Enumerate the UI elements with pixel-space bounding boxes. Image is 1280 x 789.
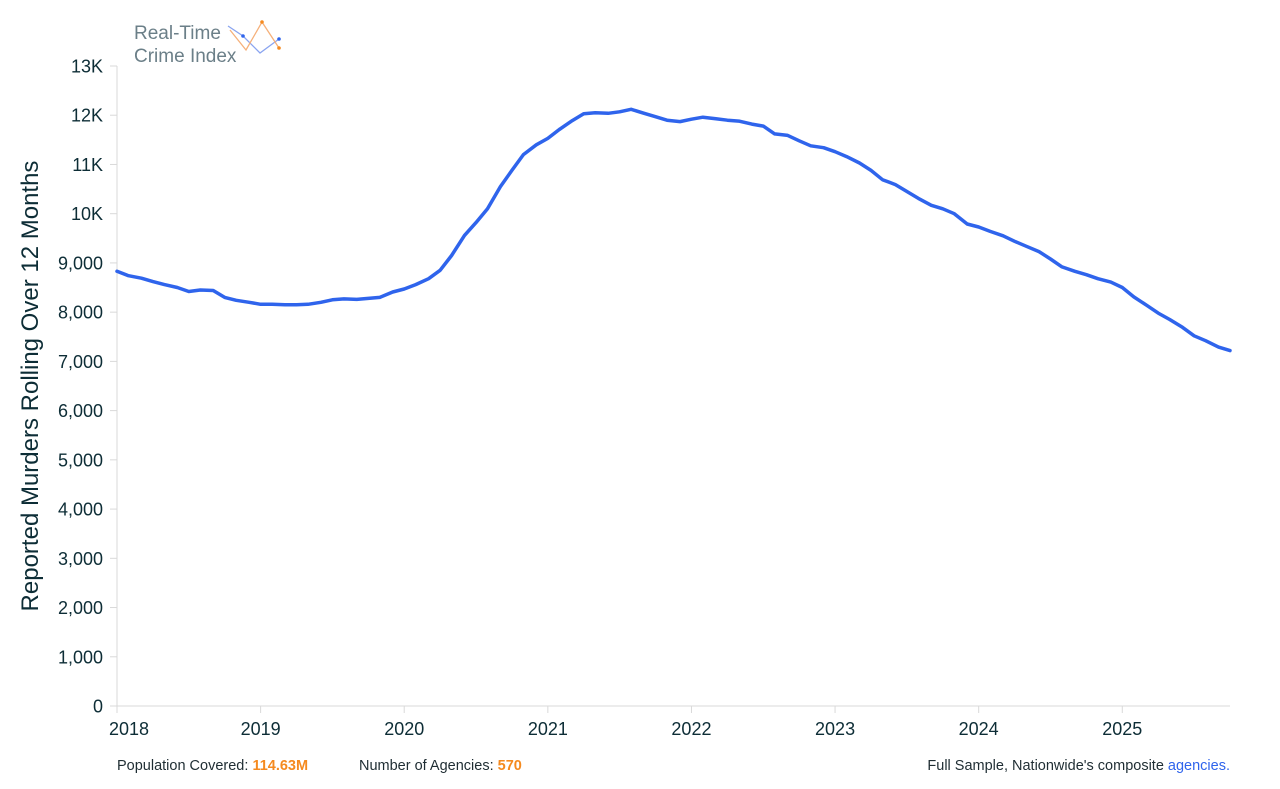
y-tick-label: 13K [71,57,103,77]
murders-line-chart: Real-Time Crime Index 0 1,000 2,000 3,000 4,… [17,20,1232,739]
y-tick-label: 8,000 [58,303,103,323]
y-tick-label: 10K [71,204,103,224]
y-tick-label: 3,000 [58,549,103,569]
agencies-link[interactable]: agencies. [1167,758,1230,774]
x-tick-label: 2022 [671,719,711,739]
footer-agencies-count: Number of Agencies: 570 [359,758,522,774]
y-axis-ticks: 0 1,000 2,000 3,000 4,000 5,000 6,000 7,000 8,00… [58,57,117,717]
x-tick-label: 2019 [241,719,281,739]
y-axis-title: Reported Murders Rolling Over 12 Months [17,161,44,612]
series-group [115,107,1232,353]
y-tick-label: 11K [72,155,103,175]
series-line[interactable] [115,107,1232,353]
agencies-label: Number of Agencies: [359,758,494,774]
agencies-value: 570 [497,758,522,774]
population-label: Population Covered: [117,758,249,774]
x-tick-label: 2018 [109,719,149,739]
y-tick-label: 1,000 [58,647,103,667]
y-tick-label: 9,000 [58,253,103,273]
population-value: 114.63M [252,758,309,774]
x-tick-label: 2025 [1102,719,1142,739]
logo-line2: Crime Index [134,46,237,67]
x-tick-label: 2020 [384,719,424,739]
x-tick-label: 2021 [528,719,568,739]
y-tick-label: 4,000 [58,500,103,520]
logo-line1: Real-Time [134,23,221,44]
real-time-crime-index-logo[interactable]: Real-Time Crime Index [134,20,281,67]
footer-sample: Full Sample, Nationwide's composite agen… [927,758,1230,774]
sample-text: Full Sample, Nationwide's composite [927,758,1164,774]
footer-population: Population Covered: 114.63M [117,758,308,774]
y-tick-label: 12K [71,106,103,126]
y-tick-label: 2,000 [58,598,103,618]
y-tick-label: 6,000 [58,401,103,421]
y-tick-label: 5,000 [58,450,103,470]
x-axis-ticks: 2018 2019 2020 2021 2022 2023 2024 2025 [109,706,1142,739]
y-tick-label: 0 [93,697,103,717]
x-tick-label: 2024 [959,719,999,739]
x-tick-label: 2023 [815,719,855,739]
logo-zigzag-icon [227,20,281,54]
y-tick-label: 7,000 [58,352,103,372]
